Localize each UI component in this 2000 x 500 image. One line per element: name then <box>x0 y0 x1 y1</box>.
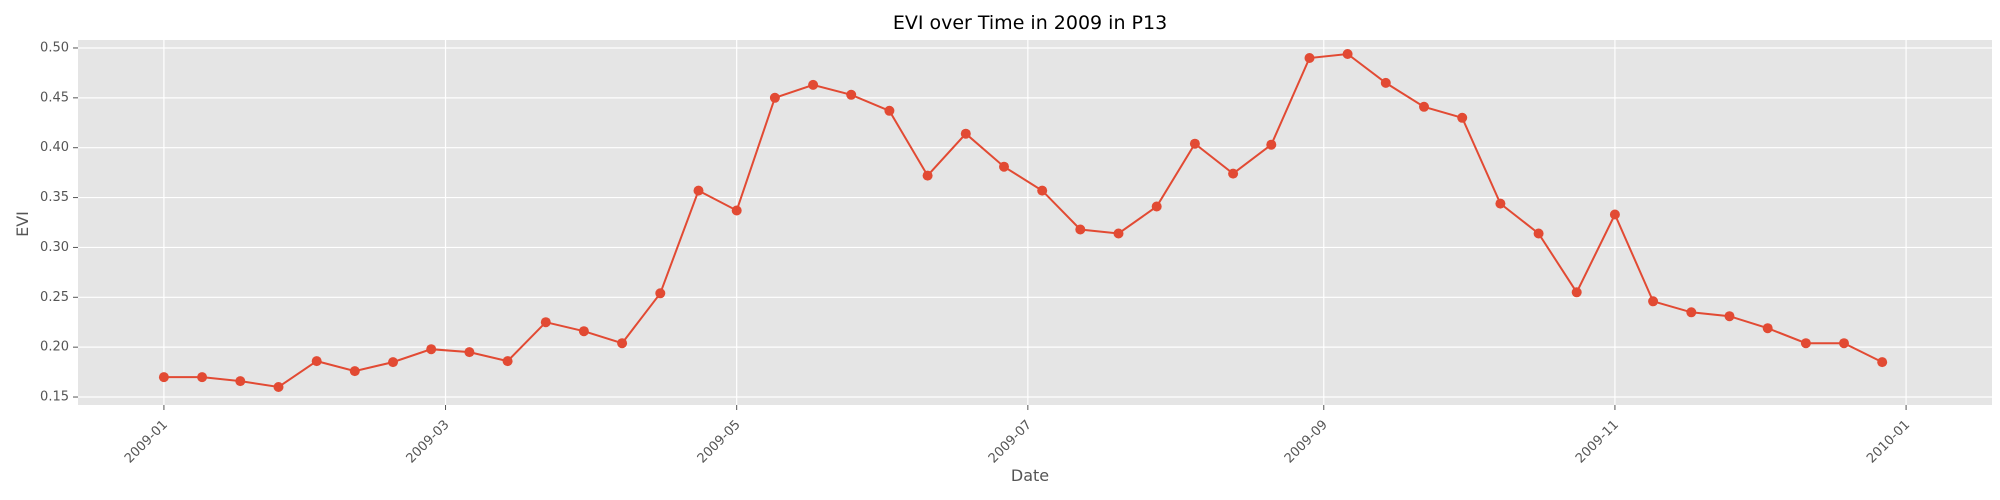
data-point <box>1724 311 1735 322</box>
y-tick-label: 0.35 <box>40 190 69 205</box>
series-points <box>158 49 1888 392</box>
x-axis-label: Date <box>1011 466 1049 485</box>
data-point <box>273 382 284 392</box>
data-point <box>426 344 437 355</box>
series-line <box>163 52 1883 389</box>
y-tick-label: 0.50 <box>40 40 69 55</box>
y-axis-ticks: 0.15 0.20 0.25 0.30 0.35 0.40 0.45 0.50 <box>40 40 78 405</box>
data-point <box>1113 228 1124 239</box>
data-point <box>1800 338 1811 349</box>
data-point <box>1189 138 1200 149</box>
data-point <box>1877 357 1888 368</box>
data-point <box>1266 139 1277 150</box>
data-point <box>1304 53 1315 63</box>
data-point <box>1380 77 1391 88</box>
y-tick-label: 0.45 <box>40 90 69 105</box>
data-point <box>693 185 704 196</box>
data-point <box>1419 101 1429 112</box>
data-point <box>1457 112 1468 123</box>
y-tick-label: 0.40 <box>40 140 69 155</box>
data-point <box>388 357 398 368</box>
data-point <box>502 356 513 367</box>
x-tick-label: 2009-01 <box>122 417 171 466</box>
x-tick-label: 2009-09 <box>1282 417 1331 466</box>
data-point <box>999 161 1009 172</box>
data-point <box>235 376 246 387</box>
y-tick-label: 0.15 <box>40 390 69 405</box>
data-point <box>960 128 971 139</box>
data-point <box>578 326 589 337</box>
grid <box>78 40 1992 405</box>
x-tick-label: 2009-05 <box>695 417 744 466</box>
data-point <box>540 317 551 328</box>
data-point <box>884 105 895 116</box>
data-point <box>1571 287 1582 298</box>
data-point <box>1342 49 1353 59</box>
data-point <box>464 347 475 358</box>
data-point <box>1609 209 1620 220</box>
data-point <box>846 89 857 100</box>
data-point <box>158 372 169 383</box>
data-point <box>655 288 666 299</box>
x-tick-label: 2009-03 <box>404 417 453 466</box>
data-point <box>1151 201 1162 212</box>
plot-area <box>78 40 1992 405</box>
data-point <box>1228 168 1239 179</box>
data-point <box>922 170 933 181</box>
x-tick-label: 2010-01 <box>1864 417 1913 466</box>
data-point <box>1075 224 1086 235</box>
data-point <box>197 372 208 383</box>
x-tick-label: 2009-07 <box>986 417 1035 466</box>
data-point <box>1495 198 1506 209</box>
y-tick-label: 0.25 <box>40 290 69 305</box>
data-point <box>1839 338 1849 349</box>
data-point <box>1762 323 1773 334</box>
y-tick-label: 0.30 <box>40 240 69 255</box>
y-axis-label: EVI <box>13 211 32 237</box>
data-point <box>1648 296 1659 307</box>
data-point <box>1533 228 1544 239</box>
x-tick-label: 2009-11 <box>1573 417 1622 466</box>
data-point <box>1686 307 1697 318</box>
data-point <box>731 205 742 216</box>
x-axis-ticks: 2009-01 2009-03 2009-05 2009-07 2009-09 2009-… <box>122 405 1913 466</box>
data-point <box>1037 185 1048 196</box>
data-point <box>617 338 628 349</box>
y-tick-label: 0.20 <box>40 340 69 355</box>
chart-title: EVI over Time in 2009 in P13 <box>893 12 1167 34</box>
data-point <box>769 92 780 103</box>
data-point <box>349 366 360 377</box>
data-point <box>808 79 819 90</box>
data-point <box>311 356 322 367</box>
